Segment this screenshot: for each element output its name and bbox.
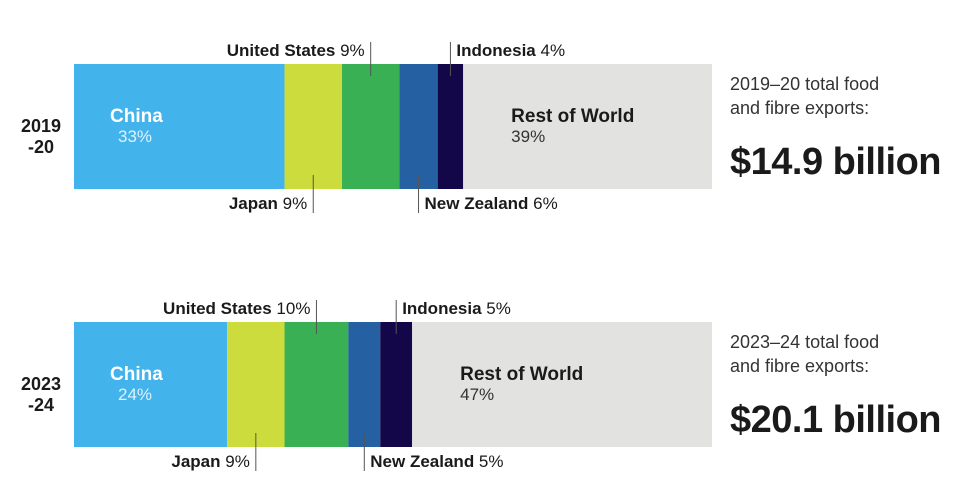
total-text-line: 2019–20 total food [730,74,880,94]
year-label-line: 2019 [21,116,61,136]
total-text-line: 2023–24 total food [730,332,880,352]
callout-value: 9% [225,452,250,471]
callout-name: United States [227,41,340,60]
callout-name: New Zealand [370,452,479,471]
callout-value: 9% [283,194,308,213]
bar-segment-united-states-2019 [341,64,400,189]
bar-segment-japan-2023 [227,322,285,447]
callout-indonesia-2019: Indonesia 4% [456,41,565,60]
bar-segment-japan-2019 [284,64,342,189]
bar-segment-indonesia-2019 [437,64,464,189]
callout-name: Japan [229,194,283,213]
callout-value: 5% [486,299,511,318]
callout-japan-2019: Japan 9% [229,194,307,213]
total-text-line: and fibre exports: [730,98,870,118]
total-text-line: and fibre exports: [730,356,870,376]
total-value-2023: $20.1 billion [730,399,942,441]
segment-value-rest-of-world-2023: 47% [460,385,494,404]
callout-name: New Zealand [425,194,534,213]
year-label-2023: 2023 -24 [21,374,61,415]
segment-value-china-2023: 24% [118,385,152,404]
callout-name: Indonesia [402,299,486,318]
callout-name: United States [163,299,276,318]
total-value-2019: $14.9 billion [730,141,942,183]
segment-label-rest-of-world-2019: Rest of World [511,106,634,127]
year-label-line: -24 [28,395,54,415]
callout-new-zealand-2019: New Zealand 6% [425,194,558,213]
year-label-line: -20 [28,137,54,157]
callout-value: 6% [533,194,558,213]
callout-value: 9% [340,41,365,60]
callout-united-states-2023: United States 10% [163,299,310,318]
year-label-line: 2023 [21,374,61,394]
segment-label-china-2019: China [110,106,163,127]
callout-name: Japan [171,452,225,471]
callout-indonesia-2023: Indonesia 5% [402,299,511,318]
segment-value-rest-of-world-2019: 39% [511,127,545,146]
segment-value-china-2019: 33% [118,127,152,146]
total-text-2023: 2023–24 total food and fibre exports: [730,330,960,378]
bar-segment-united-states-2023 [284,322,349,447]
bar-segment-new-zealand-2019 [399,64,438,189]
bar-segment-rest-of-world-2023 [412,322,712,447]
callout-name: Indonesia [456,41,540,60]
segment-label-china-2023: China [110,364,163,385]
callout-japan-2023: Japan 9% [171,452,249,471]
bar-segment-rest-of-world-2019 [463,64,712,189]
callout-united-states-2019: United States 9% [227,41,365,60]
total-text-2019: 2019–20 total food and fibre exports: [730,72,960,120]
callout-value: 10% [276,299,310,318]
segment-label-rest-of-world-2023: Rest of World [460,364,583,385]
callout-value: 5% [479,452,504,471]
bar-segment-china-2023 [74,322,228,447]
bar-segment-new-zealand-2023 [348,322,381,447]
callout-value: 4% [540,41,565,60]
year-label-2019: 2019 -20 [21,116,61,157]
bar-segment-china-2019 [74,64,285,189]
callout-new-zealand-2023: New Zealand 5% [370,452,503,471]
bar-segment-indonesia-2023 [380,322,413,447]
